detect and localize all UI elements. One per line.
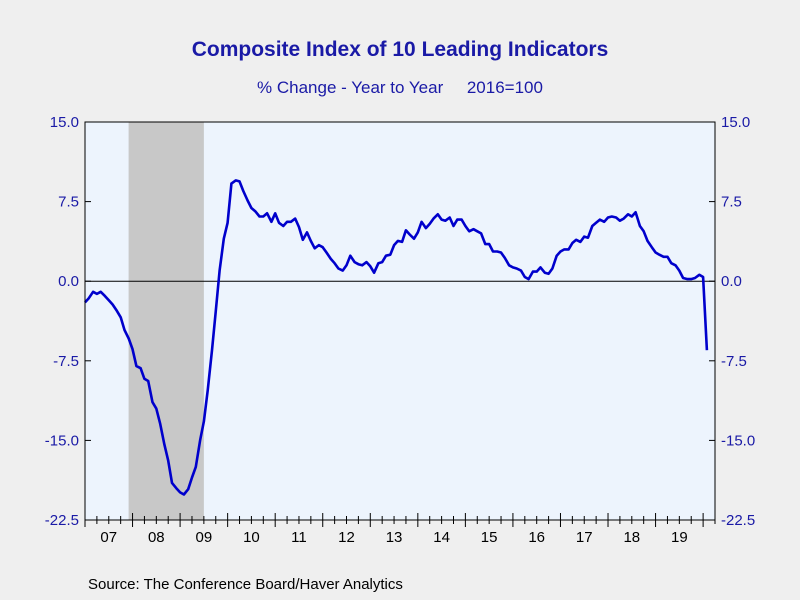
x-tick-label: 07 [100, 529, 117, 546]
x-tick-label: 14 [433, 529, 450, 546]
plot-frame [84, 121, 716, 521]
x-tick-label: 10 [243, 529, 260, 546]
y-tick-label-right: 15.0 [721, 114, 750, 131]
x-tick-label: 15 [481, 529, 498, 546]
y-tick-label-right: 0.0 [721, 273, 742, 290]
x-tick-label: 18 [623, 529, 640, 546]
x-tick-label: 08 [148, 529, 165, 546]
chart-subtitle: % Change - Year to Year 2016=100 [257, 78, 543, 97]
x-tick-label: 11 [291, 529, 307, 546]
y-tick-label-right: -15.0 [721, 432, 755, 449]
x-tick-label: 19 [671, 529, 688, 546]
y-tick-label-left: 7.5 [58, 194, 79, 211]
x-tick-label: 16 [528, 529, 545, 546]
x-tick-label: 12 [338, 529, 355, 546]
y-tick-label-left: -22.5 [45, 512, 79, 529]
x-tick-label: 17 [576, 529, 593, 546]
y-tick-label-right: -7.5 [721, 353, 747, 370]
y-tick-label-left: -7.5 [53, 353, 79, 370]
y-tick-label-right: -22.5 [721, 512, 755, 529]
source-note: Source: The Conference Board/Haver Analy… [88, 576, 403, 593]
y-tick-label-left: 0.0 [58, 273, 79, 290]
y-tick-label-left: -15.0 [45, 432, 79, 449]
y-tick-label-right: 7.5 [721, 194, 742, 211]
recession-shading [128, 122, 204, 520]
x-tick-label: 09 [196, 529, 213, 546]
y-tick-label-left: 15.0 [50, 114, 79, 131]
x-tick-label: 13 [386, 529, 403, 546]
series-line [84, 179, 709, 496]
chart-title: Composite Index of 10 Leading Indicators [191, 38, 609, 61]
